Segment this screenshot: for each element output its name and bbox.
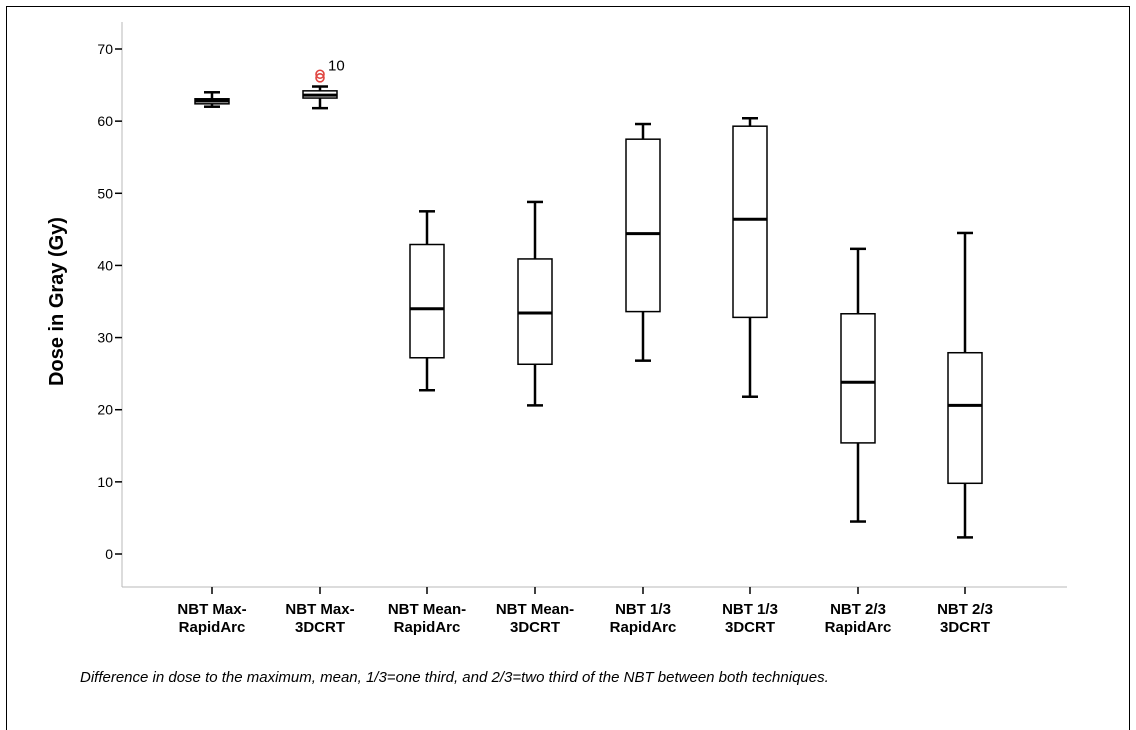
box-iqr <box>409 243 445 359</box>
figure-frame: 0 10 20 30 40 50 60 70 Dose in Gray (Gy) NBT Max-… <box>6 6 1130 730</box>
y-tick-label: 30 <box>97 330 113 346</box>
box-iqr <box>947 351 983 485</box>
y-tick-label: 0 <box>105 546 113 562</box>
x-tick-label-line2: RapidArc <box>610 619 677 636</box>
figure-caption: Difference in dose to the maximum, mean,… <box>80 669 829 686</box>
x-tick-label-line2: 3DCRT <box>940 619 990 636</box>
x-tick-label-line1: NBT 2/3 <box>830 601 886 618</box>
x-tick-label-line1: NBT 1/3 <box>722 601 778 618</box>
x-tick-label-line1: NBT Mean- <box>496 601 574 618</box>
x-tick-label-line2: 3DCRT <box>725 619 775 636</box>
x-tick-label-line2: RapidArc <box>394 619 461 636</box>
x-tick-label-line2: RapidArc <box>825 619 892 636</box>
x-tick-label-line1: NBT Mean- <box>388 601 466 618</box>
outlier-point <box>315 73 325 83</box>
y-tick-label: 20 <box>97 402 113 418</box>
x-tick-label-line2: 3DCRT <box>510 619 560 636</box>
x-tick-label-line2: RapidArc <box>179 619 246 636</box>
x-tick-label-line1: NBT Max- <box>177 601 246 618</box>
y-tick-label: 50 <box>97 185 113 201</box>
box-plot-chart: 0 10 20 30 40 50 60 70 Dose in Gray (Gy) NBT Max-… <box>46 22 1067 636</box>
x-tick-label-line1: NBT Max- <box>285 601 354 618</box>
outlier-point <box>315 69 325 80</box>
y-tick-label: 70 <box>97 41 113 57</box>
x-tick-label-line1: NBT 1/3 <box>615 601 671 618</box>
x-tick-label-line1: NBT 2/3 <box>937 601 993 618</box>
y-axis-title: Dose in Gray (Gy) <box>46 217 68 386</box>
y-tick-label: 60 <box>97 113 113 129</box>
box-iqr <box>840 313 876 444</box>
y-tick-label: 10 <box>97 474 113 490</box>
box-iqr <box>625 138 661 313</box>
outlier-label: 10 <box>328 57 345 74</box>
x-tick-label-line2: 3DCRT <box>295 619 345 636</box>
y-tick-label: 40 <box>97 257 113 273</box>
box-iqr <box>732 125 768 319</box>
